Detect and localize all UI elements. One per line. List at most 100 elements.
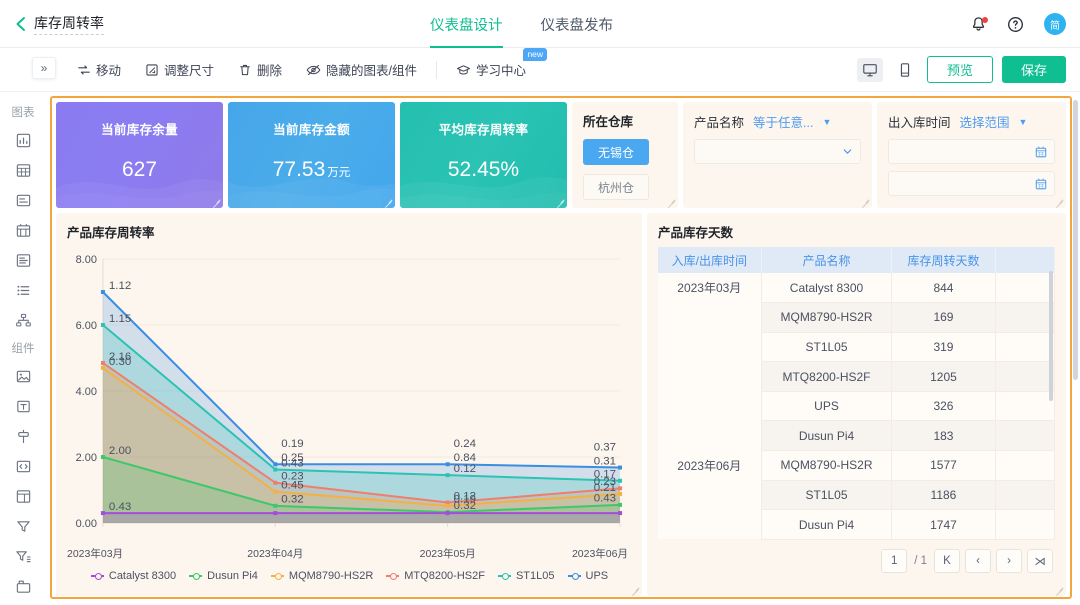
kpi-card-inventory-amount[interactable]: 当前库存金额 77.53 万元 <box>228 102 395 208</box>
chart-point[interactable] <box>618 491 623 496</box>
chart-calendar-table-icon[interactable] <box>8 215 38 245</box>
avatar[interactable]: 简 <box>1044 13 1066 35</box>
page-title[interactable]: 库存周转率 <box>34 13 104 35</box>
table-row[interactable]: ST1L05 1186 <box>658 480 1055 511</box>
pagination-current-page[interactable]: 1 <box>881 548 908 573</box>
chart-point[interactable] <box>100 323 105 327</box>
resize-button[interactable]: 调整尺寸 <box>134 56 225 83</box>
legend-item-mtq8200-hs2f[interactable]: MTQ8200-HS2F <box>386 570 485 582</box>
move-button[interactable]: 移动 <box>66 56 132 83</box>
turnover-chart-panel[interactable]: 产品库存周转率 0.00 2.00 4.00 6.00 8.00 0.43 2.00 0.3… <box>56 213 642 596</box>
page-scrollbar[interactable] <box>1073 100 1078 380</box>
legend-item-catalyst-8300[interactable]: Catalyst 8300 <box>90 570 176 582</box>
chart-point[interactable] <box>100 455 105 459</box>
tab-dashboard-design[interactable]: 仪表盘设计 <box>430 0 503 48</box>
component-code-icon[interactable] <box>8 451 38 481</box>
chart-point[interactable] <box>618 511 623 516</box>
back-button[interactable] <box>0 0 34 48</box>
kpi-card-inventory-balance[interactable]: 当前库存余量 627 <box>56 102 223 208</box>
resize-grip[interactable] <box>1055 586 1064 595</box>
table-row[interactable]: 2023年06月 MQM8790-HS2R 1577 <box>658 450 1055 481</box>
caret-down-icon[interactable]: ▼ <box>822 116 832 127</box>
table-row[interactable]: Dusun Pi4 1747 <box>658 509 1055 540</box>
component-filter-icon[interactable] <box>8 511 38 541</box>
chart-point[interactable] <box>618 502 623 507</box>
chart-point[interactable] <box>445 500 450 505</box>
chart-point[interactable] <box>273 480 278 485</box>
kpi-card-avg-turnover[interactable]: 平均库存周转率 52.45% <box>400 102 567 208</box>
resize-grip[interactable] <box>212 198 221 207</box>
product-filter-operator[interactable]: 等于任意... <box>753 116 814 130</box>
chart-point[interactable] <box>273 503 278 508</box>
hidden-charts-button[interactable]: 隐藏的图表/组件 <box>295 56 428 83</box>
time-filter-start-input[interactable] <box>888 139 1055 164</box>
table-row[interactable]: UPS 326 <box>658 391 1055 422</box>
rail-expand-button[interactable]: » <box>32 57 56 79</box>
desktop-view-button[interactable] <box>856 57 883 82</box>
chart-line-mtq8200-hs2f[interactable] <box>101 361 622 504</box>
chart-line-dusun-pi4[interactable] <box>101 456 622 514</box>
chart-point[interactable] <box>618 465 623 470</box>
component-text-icon[interactable] <box>8 391 38 421</box>
inventory-days-table-panel[interactable]: 产品库存天数 入库/出库时间 产品名称 库存周转天数 2023年03月 Catalys… <box>647 213 1066 596</box>
legend-item-st1l05[interactable]: ST1L05 <box>497 570 555 582</box>
resize-grip[interactable] <box>861 198 870 207</box>
legend-item-ups[interactable]: UPS <box>567 570 608 582</box>
caret-down-icon[interactable]: ▼ <box>1018 116 1028 127</box>
chart-point[interactable] <box>100 290 105 294</box>
warehouse-option-hangzhou[interactable]: 杭州仓 <box>583 174 649 200</box>
resize-grip[interactable] <box>631 586 640 595</box>
chart-point[interactable] <box>273 511 278 516</box>
chart-bar-chart-icon[interactable] <box>8 125 38 155</box>
component-image-icon[interactable] <box>8 361 38 391</box>
table-row[interactable]: 2023年03月 Catalyst 8300 844 <box>658 273 1055 304</box>
chart-line-ups[interactable] <box>101 291 622 469</box>
product-filter-select[interactable] <box>694 139 861 164</box>
help-button[interactable] <box>1007 16 1024 33</box>
resize-grip[interactable] <box>667 198 676 207</box>
component-container-icon[interactable] <box>8 481 38 511</box>
chart-point[interactable] <box>273 462 278 467</box>
component-filter-list-icon[interactable] <box>8 541 38 571</box>
table-row[interactable]: MQM8790-HS2R 169 <box>658 302 1055 333</box>
pagination-last-button[interactable]: ⋊ <box>1027 548 1053 573</box>
chart-list-icon[interactable] <box>8 275 38 305</box>
pagination-prev-button[interactable]: ‹ <box>965 548 991 573</box>
chart-point[interactable] <box>618 478 623 483</box>
legend-item-mqm8790-hs2r[interactable]: MQM8790-HS2R <box>270 570 373 582</box>
chart-card-icon[interactable] <box>8 185 38 215</box>
table-scrollbar[interactable] <box>1049 271 1053 401</box>
pagination-next-button[interactable]: › <box>996 548 1022 573</box>
chart-point[interactable] <box>445 462 450 467</box>
chart-point[interactable] <box>618 486 623 491</box>
chart-point[interactable] <box>273 467 278 472</box>
chart-line-st1l05[interactable] <box>101 324 622 482</box>
mobile-view-button[interactable] <box>892 58 918 82</box>
legend-item-dusun-pi4[interactable]: Dusun Pi4 <box>189 570 258 582</box>
chart-point[interactable] <box>100 365 105 370</box>
table-row[interactable]: Dusun Pi4 183 <box>658 420 1055 452</box>
chart-point[interactable] <box>273 489 278 494</box>
preview-button[interactable]: 预览 <box>926 56 993 83</box>
chart-point[interactable] <box>445 473 450 478</box>
time-filter-end-input[interactable] <box>888 171 1055 196</box>
chart-point[interactable] <box>445 511 450 516</box>
chart-point[interactable] <box>445 503 450 508</box>
chart-line-mqm8790-hs2r[interactable] <box>101 366 622 507</box>
table-row[interactable]: ST1L05 319 <box>658 332 1055 363</box>
chart-list-card-icon[interactable] <box>8 245 38 275</box>
component-button-icon[interactable] <box>8 421 38 451</box>
component-tab-icon[interactable] <box>8 571 38 601</box>
delete-button[interactable]: 删除 <box>227 56 293 83</box>
save-button[interactable]: 保存 <box>1001 56 1066 83</box>
resize-grip[interactable] <box>556 198 565 207</box>
resize-grip[interactable] <box>1055 198 1064 207</box>
pagination-first-button[interactable]: K <box>934 548 960 573</box>
chart-table-icon[interactable] <box>8 155 38 185</box>
learning-center-button[interactable]: 学习中心 new <box>445 48 548 83</box>
time-filter-operator[interactable]: 选择范围 <box>959 116 1010 130</box>
resize-grip[interactable] <box>384 198 393 207</box>
notifications-button[interactable] <box>970 16 988 33</box>
tab-dashboard-publish[interactable]: 仪表盘发布 <box>540 17 614 34</box>
chart-point[interactable] <box>100 511 105 516</box>
